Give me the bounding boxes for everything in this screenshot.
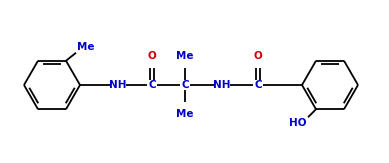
Text: C: C [148,80,156,90]
Text: Me: Me [176,109,194,119]
Text: O: O [147,51,156,61]
Text: HO: HO [289,118,307,128]
Text: NH: NH [213,80,231,90]
Text: Me: Me [176,51,194,61]
Text: Me: Me [77,42,95,52]
Text: O: O [254,51,262,61]
Text: C: C [254,80,262,90]
Text: C: C [181,80,189,90]
Text: NH: NH [109,80,127,90]
